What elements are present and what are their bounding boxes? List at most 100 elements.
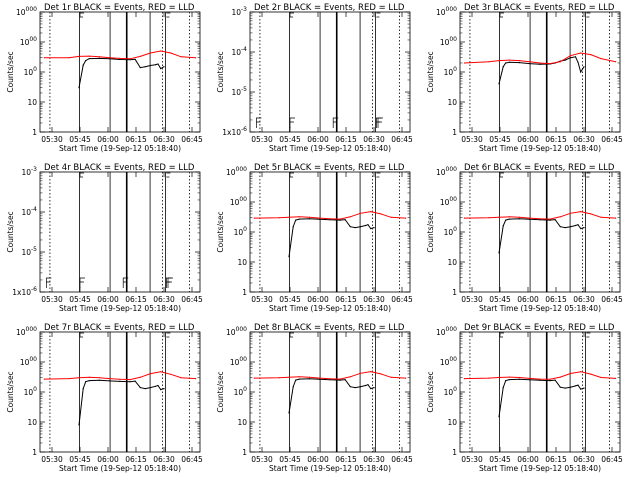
y-tick-label: 10 bbox=[27, 418, 37, 427]
series-point bbox=[405, 377, 407, 379]
marker-flag bbox=[80, 172, 84, 178]
series-point bbox=[349, 386, 351, 388]
series-point bbox=[498, 416, 500, 418]
series-point bbox=[354, 387, 356, 389]
series-point bbox=[380, 373, 382, 375]
x-axis-label: Start Time (19-Sep-12 05:18:40) bbox=[269, 464, 391, 473]
series-point bbox=[85, 381, 87, 383]
series-point bbox=[529, 217, 531, 219]
series-point bbox=[488, 377, 490, 379]
series-point bbox=[564, 227, 566, 229]
y-tick-label: 1 bbox=[32, 128, 37, 137]
y-axis-label: Counts/sec bbox=[6, 371, 15, 412]
y-tick-label: 1000 bbox=[230, 196, 247, 207]
series-point bbox=[590, 54, 592, 56]
series-point bbox=[288, 216, 290, 218]
panel-title: Det 8r BLACK = Events, RED = LLD bbox=[254, 323, 405, 333]
x-tick-label: 05:30 bbox=[251, 295, 273, 304]
x-tick-label: 05:30 bbox=[461, 295, 483, 304]
x-tick-label: 06:15 bbox=[335, 135, 357, 144]
x-tick-label: 06:45 bbox=[601, 135, 623, 144]
series-point bbox=[253, 217, 255, 219]
series-point bbox=[308, 216, 310, 218]
series-point bbox=[359, 386, 361, 388]
series-point bbox=[600, 216, 602, 218]
y-tick-label: 100 bbox=[444, 386, 458, 397]
y-tick-label: 100 bbox=[444, 226, 458, 237]
x-tick-label: 05:45 bbox=[279, 455, 301, 464]
series-point bbox=[319, 378, 321, 380]
y-tick-label: 10000 bbox=[436, 326, 457, 337]
series-point bbox=[160, 371, 162, 373]
series-point bbox=[502, 387, 504, 389]
series-point bbox=[373, 387, 375, 389]
x-tick-label: 06:45 bbox=[181, 455, 203, 464]
x-tick-label: 05:30 bbox=[41, 135, 63, 144]
events-series-line bbox=[498, 218, 585, 254]
series-point bbox=[157, 63, 159, 65]
series-point bbox=[583, 66, 585, 68]
empty-flag-mark bbox=[332, 117, 339, 128]
series-point bbox=[577, 384, 579, 386]
series-point bbox=[390, 376, 392, 378]
y-tick-label: 1 bbox=[452, 448, 457, 457]
series-point bbox=[564, 387, 566, 389]
x-tick-label: 06:45 bbox=[391, 135, 413, 144]
series-point bbox=[354, 227, 356, 229]
series-point bbox=[539, 62, 541, 64]
y-tick-label: 10-3 bbox=[21, 166, 37, 177]
y-tick-label: 100 bbox=[444, 66, 458, 77]
series-point bbox=[364, 384, 367, 387]
series-point bbox=[569, 226, 572, 228]
panel-title: Det 9r BLACK = Events, RED = LLD bbox=[464, 323, 615, 333]
x-tick-label: 06:45 bbox=[601, 295, 623, 304]
y-tick-label: 1000 bbox=[230, 356, 247, 367]
x-tick-label: 06:00 bbox=[307, 135, 329, 144]
series-point bbox=[119, 57, 121, 60]
marker-flag bbox=[586, 12, 591, 18]
series-point bbox=[163, 66, 165, 68]
series-point bbox=[339, 378, 341, 380]
y-tick-label: 10-3 bbox=[231, 6, 247, 17]
series-point bbox=[518, 62, 521, 64]
series-point bbox=[288, 412, 290, 414]
detector-panel-7: Det 7r BLACK = Events, RED = LLD 1 10 100 10… bbox=[6, 323, 203, 473]
x-tick-label: 05:45 bbox=[69, 455, 91, 464]
y-tick-label: 10000 bbox=[226, 166, 247, 177]
detector-panel-4: Det 4r BLACK = Events, RED = LLD 1x10-6 10… bbox=[6, 163, 203, 313]
marker-flag bbox=[166, 12, 171, 18]
series-point bbox=[498, 376, 500, 379]
x-tick-label: 05:45 bbox=[489, 295, 511, 304]
y-tick-label: 1000 bbox=[440, 356, 457, 367]
series-point bbox=[373, 227, 375, 229]
series-point bbox=[170, 373, 172, 375]
x-tick-label: 05:45 bbox=[69, 135, 91, 144]
series-point bbox=[569, 386, 572, 388]
empty-flag-mark bbox=[289, 117, 295, 128]
series-point bbox=[583, 227, 585, 229]
empty-flag-mark bbox=[377, 117, 383, 128]
series-point bbox=[319, 217, 321, 219]
marker-flag bbox=[166, 172, 171, 178]
series-point bbox=[554, 379, 556, 381]
series-point bbox=[170, 52, 172, 54]
series-point bbox=[43, 57, 46, 59]
x-axis-label: Start Time (19-Sep-12 05:18:40) bbox=[479, 464, 601, 473]
series-point bbox=[564, 59, 566, 61]
x-tick-label: 05:45 bbox=[489, 135, 511, 144]
y-axis-label: Counts/sec bbox=[6, 51, 15, 92]
events-series-line bbox=[78, 57, 165, 88]
detector-panel-1: Det 1r BLACK = Events, RED = LLD 1 10 100 10… bbox=[6, 3, 203, 153]
series-point bbox=[367, 224, 369, 226]
series-point bbox=[590, 373, 592, 375]
series-point bbox=[529, 63, 531, 65]
series-point bbox=[288, 376, 290, 378]
series-point bbox=[518, 218, 521, 220]
series-point bbox=[134, 380, 136, 382]
series-point bbox=[139, 55, 141, 58]
series-point bbox=[529, 379, 531, 381]
marker-flag bbox=[376, 12, 381, 18]
series-point bbox=[505, 62, 507, 64]
series-point bbox=[549, 219, 551, 221]
